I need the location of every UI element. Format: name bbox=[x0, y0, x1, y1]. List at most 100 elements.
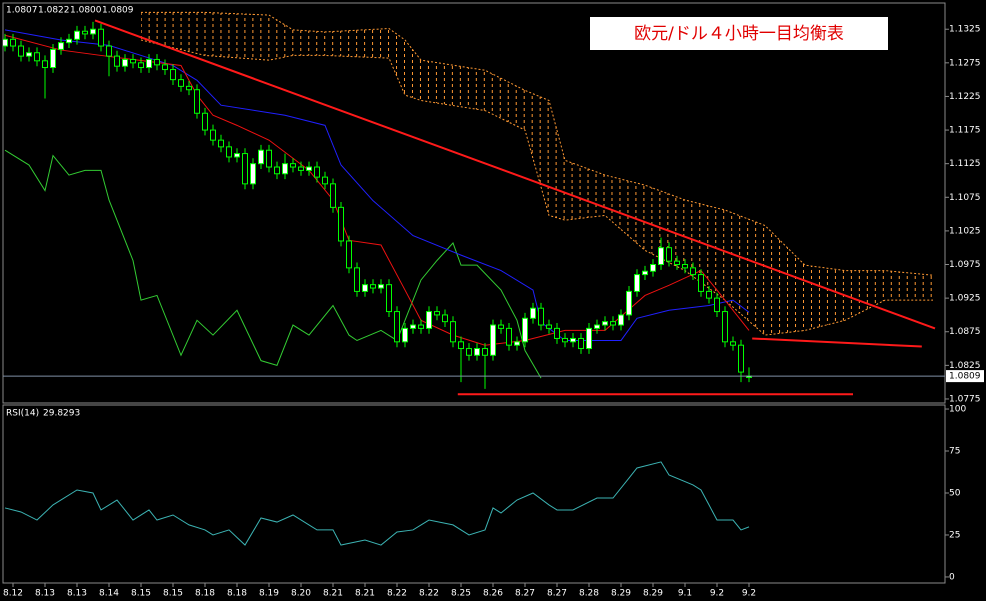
candle-body bbox=[410, 324, 416, 329]
candle-body bbox=[586, 327, 592, 350]
price-box bbox=[946, 370, 984, 383]
x-tick-label: 8.27 bbox=[547, 589, 567, 599]
candle-body bbox=[370, 284, 376, 289]
x-tick-label: 8.19 bbox=[259, 589, 279, 599]
candle-body bbox=[642, 270, 648, 276]
x-tick-label: 8.25 bbox=[451, 589, 471, 599]
candle-body bbox=[658, 247, 664, 266]
candle-body bbox=[3, 38, 8, 47]
cloud-lower bbox=[140, 39, 933, 336]
candle-body bbox=[546, 324, 552, 329]
candle-body bbox=[738, 344, 744, 373]
y-tick-label: 1.0825 bbox=[949, 361, 981, 371]
candle-body bbox=[266, 149, 272, 168]
candle-body bbox=[442, 314, 448, 323]
main-frame bbox=[2, 2, 946, 404]
ohlc-label: 1.0800 bbox=[70, 6, 102, 16]
candle-body bbox=[58, 42, 64, 50]
y-tick-label: 1.1175 bbox=[949, 126, 981, 136]
main-plot bbox=[3, 11, 945, 396]
x-tick-label: 8.13 bbox=[35, 589, 55, 599]
candle-body bbox=[314, 166, 320, 178]
candle-body bbox=[322, 176, 328, 185]
x-tick-label: 8.21 bbox=[323, 589, 343, 599]
candle-body bbox=[98, 28, 104, 47]
x-tick-label: 8.27 bbox=[515, 589, 535, 599]
candle-body bbox=[730, 341, 736, 346]
candle-body bbox=[722, 311, 728, 343]
x-tick-label: 8.12 bbox=[3, 589, 23, 599]
x-tick-label: 8.18 bbox=[227, 589, 247, 599]
rsi-plot bbox=[4, 461, 750, 546]
candle-body bbox=[682, 264, 688, 269]
candle-body bbox=[674, 260, 680, 266]
rsi-line bbox=[4, 461, 750, 546]
y-tick-label: 1.1075 bbox=[949, 193, 981, 203]
candle-body bbox=[714, 297, 720, 313]
y-tick-label: 1.1125 bbox=[949, 159, 981, 169]
candle-body bbox=[498, 324, 504, 329]
candle-body bbox=[690, 267, 696, 276]
y-tick-label: 100 bbox=[949, 405, 966, 415]
candle-body bbox=[530, 307, 536, 319]
candle-body bbox=[82, 30, 88, 35]
candle-body bbox=[474, 348, 480, 356]
candle-body bbox=[290, 163, 296, 168]
candle-body bbox=[242, 153, 248, 185]
candle-body bbox=[394, 311, 400, 343]
candle-body bbox=[218, 139, 224, 148]
x-tick-label: 8.22 bbox=[419, 589, 439, 599]
y-tick-label: 1.0775 bbox=[949, 394, 981, 404]
trend-line bbox=[94, 19, 936, 330]
candle-body bbox=[26, 52, 32, 57]
candle-body bbox=[122, 58, 128, 67]
candle-body bbox=[570, 337, 576, 343]
candle-body bbox=[226, 146, 232, 158]
candle-body bbox=[114, 55, 120, 67]
candle-body bbox=[458, 341, 464, 350]
candle-body bbox=[10, 38, 16, 47]
candle-body bbox=[178, 79, 184, 87]
candle-body bbox=[146, 58, 152, 69]
candle-body bbox=[258, 149, 264, 165]
ohlc-label: 1.0809 bbox=[102, 6, 134, 16]
x-tick-label: 8.29 bbox=[611, 589, 631, 599]
candle-body bbox=[306, 166, 312, 171]
title-box bbox=[590, 17, 888, 50]
x-tick-label: 8.22 bbox=[387, 589, 407, 599]
y-tick-label: 1.0875 bbox=[949, 327, 981, 337]
candle-body bbox=[210, 129, 216, 141]
x-tick-label: 8.20 bbox=[291, 589, 311, 599]
x-tick-label: 8.21 bbox=[355, 589, 375, 599]
y-tick-label: 75 bbox=[949, 447, 960, 457]
candle-body bbox=[194, 89, 200, 114]
trend-line bbox=[752, 337, 922, 348]
candle-body bbox=[330, 183, 336, 208]
candle-body bbox=[378, 284, 384, 289]
y-tick-label: 50 bbox=[949, 488, 961, 498]
ohlc-label: 1.0807 bbox=[6, 6, 38, 16]
candle-body bbox=[202, 112, 208, 131]
candle-body bbox=[386, 284, 392, 313]
y-tick-label: 1.1325 bbox=[949, 25, 981, 35]
x-tick-label: 8.18 bbox=[195, 589, 215, 599]
candle-body bbox=[450, 321, 456, 343]
candle-body bbox=[274, 166, 280, 175]
candle-body bbox=[506, 327, 512, 346]
candle-body bbox=[338, 206, 344, 242]
candle-body bbox=[426, 311, 432, 329]
candle-body bbox=[634, 274, 640, 292]
x-tick-label: 8.14 bbox=[99, 589, 119, 599]
candle-body bbox=[698, 274, 704, 292]
y-tick-label: 1.0925 bbox=[949, 294, 981, 304]
price-label: 1.0809 bbox=[949, 372, 981, 382]
y-tick-label: 1.1225 bbox=[949, 92, 981, 102]
candle-body bbox=[562, 337, 568, 343]
candle-body bbox=[362, 284, 368, 292]
candle-body bbox=[434, 311, 440, 316]
x-tick-label: 9.2 bbox=[710, 589, 724, 599]
y-tick-label: 1.1275 bbox=[949, 58, 981, 68]
candle-body bbox=[466, 348, 472, 356]
